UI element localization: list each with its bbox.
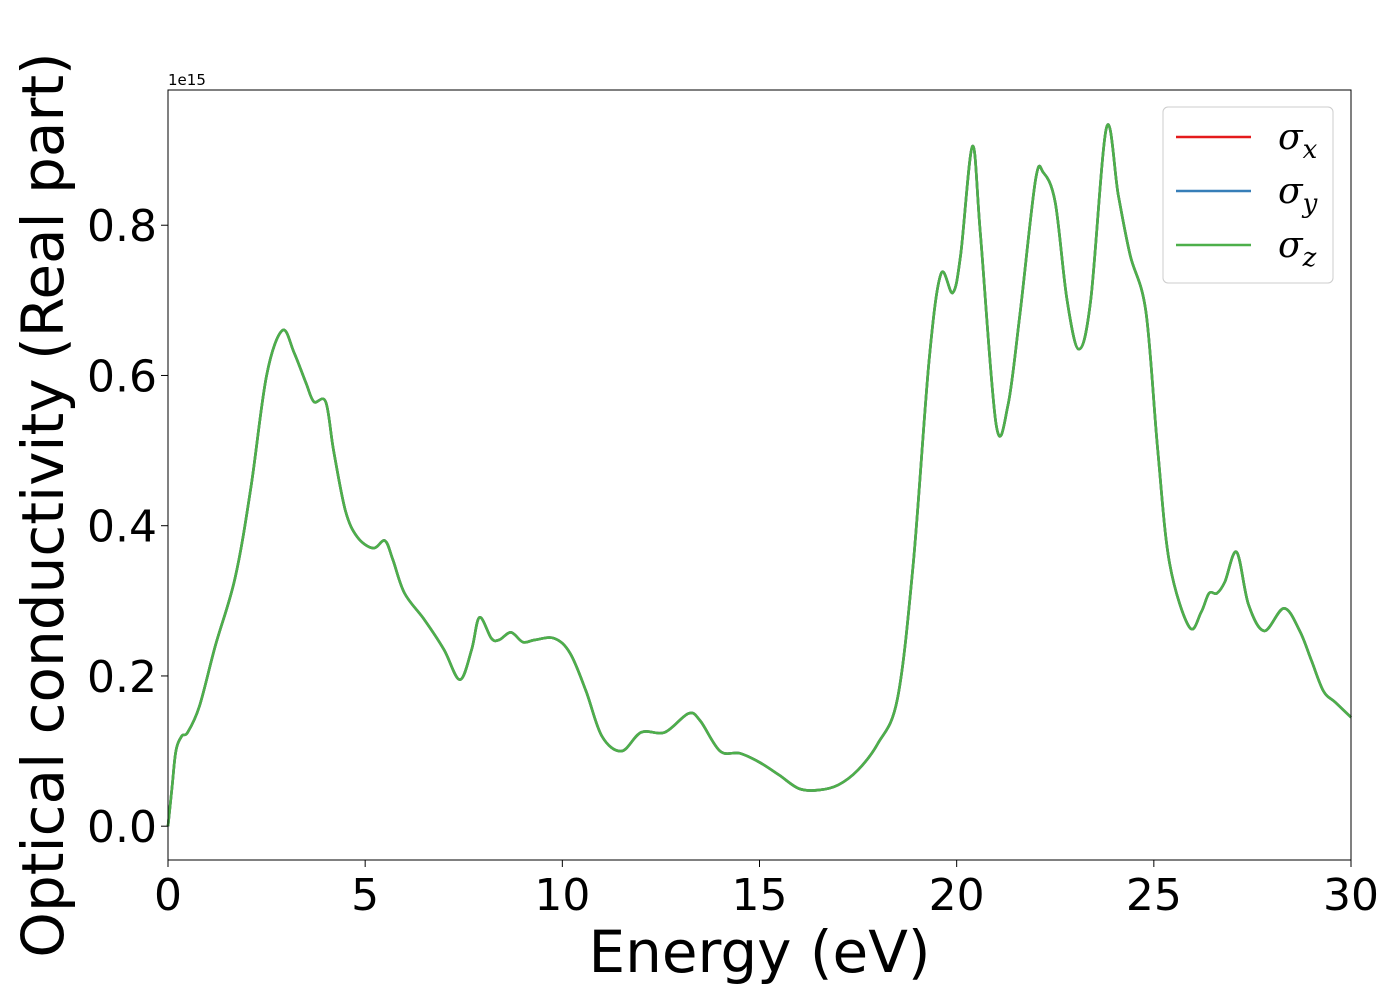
y-offset-label: 1e15 — [168, 71, 206, 89]
y-tick-label: 0.6 — [87, 351, 157, 402]
legend-label: σz — [1278, 225, 1317, 273]
y-tick-label: 0.8 — [87, 201, 157, 252]
y-tick-label: 0.0 — [87, 802, 157, 853]
x-axis-title: Energy (eV) — [588, 918, 930, 986]
y-tick-label: 0.2 — [87, 652, 157, 703]
x-tick-label: 15 — [732, 870, 788, 921]
y-tick-label: 0.4 — [87, 502, 157, 553]
x-axis-ticks: 0 5 10 15 20 25 30 — [154, 860, 1379, 921]
series-line-sigma-z — [166, 123, 1352, 827]
y-axis-ticks: 0.0 0.2 0.4 0.6 0.8 — [87, 201, 168, 853]
x-tick-label: 20 — [929, 870, 985, 921]
x-tick-label: 10 — [534, 870, 590, 921]
x-tick-label: 25 — [1126, 870, 1182, 921]
x-tick-label: 30 — [1323, 870, 1379, 921]
x-tick-label: 5 — [351, 870, 379, 921]
legend-box — [1162, 106, 1334, 284]
x-tick-label: 0 — [154, 870, 182, 921]
legend-label: σx — [1278, 117, 1318, 165]
y-axis-title: Optical conductivity (Real part) — [9, 52, 77, 957]
plot-lines — [166, 123, 1352, 827]
legend-label: σy — [1278, 171, 1318, 219]
legend: σx σy σz — [1162, 106, 1334, 284]
